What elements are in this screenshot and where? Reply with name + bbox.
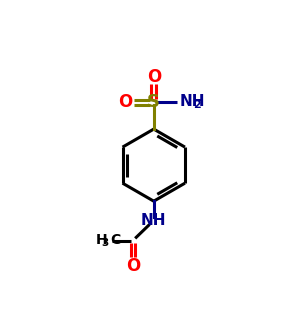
Text: C: C [111,233,121,247]
Text: 2: 2 [193,100,201,110]
Text: NH: NH [179,95,205,110]
Text: H: H [96,233,108,247]
Text: O: O [126,257,140,275]
Text: O: O [118,94,132,112]
Text: NH: NH [141,214,167,229]
Text: S: S [147,94,160,112]
Text: O: O [147,68,161,86]
Text: 3: 3 [101,238,108,249]
